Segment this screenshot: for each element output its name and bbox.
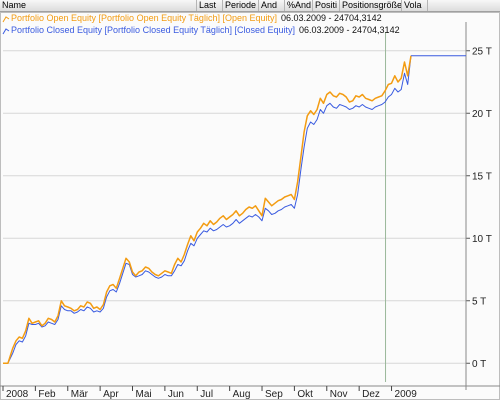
x-tick-label: Apr [103,389,119,400]
x-tick-label: Dez [362,389,380,400]
x-tick-label: Mai [136,389,152,400]
x-tick-label: 2008 [6,389,29,400]
x-tick-label: Nov [330,389,348,400]
x-tick-label: Okt [297,389,313,400]
legend-entry-value: 06.03.2009 - 24704,3142 [281,13,382,23]
y-tick-label: 10 T [472,234,492,245]
column-header-periode[interactable]: Periode [223,0,259,11]
y-tick-label: 25 T [472,46,492,57]
series-line-icon [2,16,10,23]
closed-equity-line [3,55,412,364]
legend-entry-label: Portfolio Open Equity [Portfolio Open Eq… [11,13,277,23]
y-tick-label: 20 T [472,109,492,120]
column-header-pct-and[interactable]: %And [287,0,313,11]
equity-chart: 0 T 5 T 10 T 15 T 20 T 25 T 2008 Feb Mär Apr Mai Ju… [0,13,500,400]
y-tick-label: 15 T [472,171,492,182]
x-tick-label: Feb [38,389,56,400]
y-tick-label: 5 T [472,296,486,307]
x-tick-label: Jul [200,389,213,400]
x-tick-label: Jun [168,389,184,400]
y-tick-label: 0 T [472,359,486,370]
chart-area [0,12,500,400]
x-tick-label: 2009 [395,389,418,400]
x-tick-label: Sep [265,389,283,400]
column-header-positi[interactable]: Positi [313,0,340,11]
open-equity-line [3,55,412,365]
series-line-icon [2,28,10,35]
column-header-vola[interactable]: Vola [402,0,428,11]
column-header-positionsgroesse[interactable]: Positionsgröße [342,0,402,11]
legend-entry-label: Portfolio Closed Equity [Portfolio Close… [11,25,295,35]
column-header-and[interactable]: And [259,0,285,11]
x-tick-label: Aug [233,389,251,400]
column-header-bar: Name Last Periode And %And Positi Positi… [0,0,500,12]
column-header-name[interactable]: Name [0,0,197,11]
x-tick-label: Mär [71,389,89,400]
column-header-last[interactable]: Last [197,0,223,11]
legend-entry-value: 06.03.2009 - 24704,3142 [299,25,400,35]
